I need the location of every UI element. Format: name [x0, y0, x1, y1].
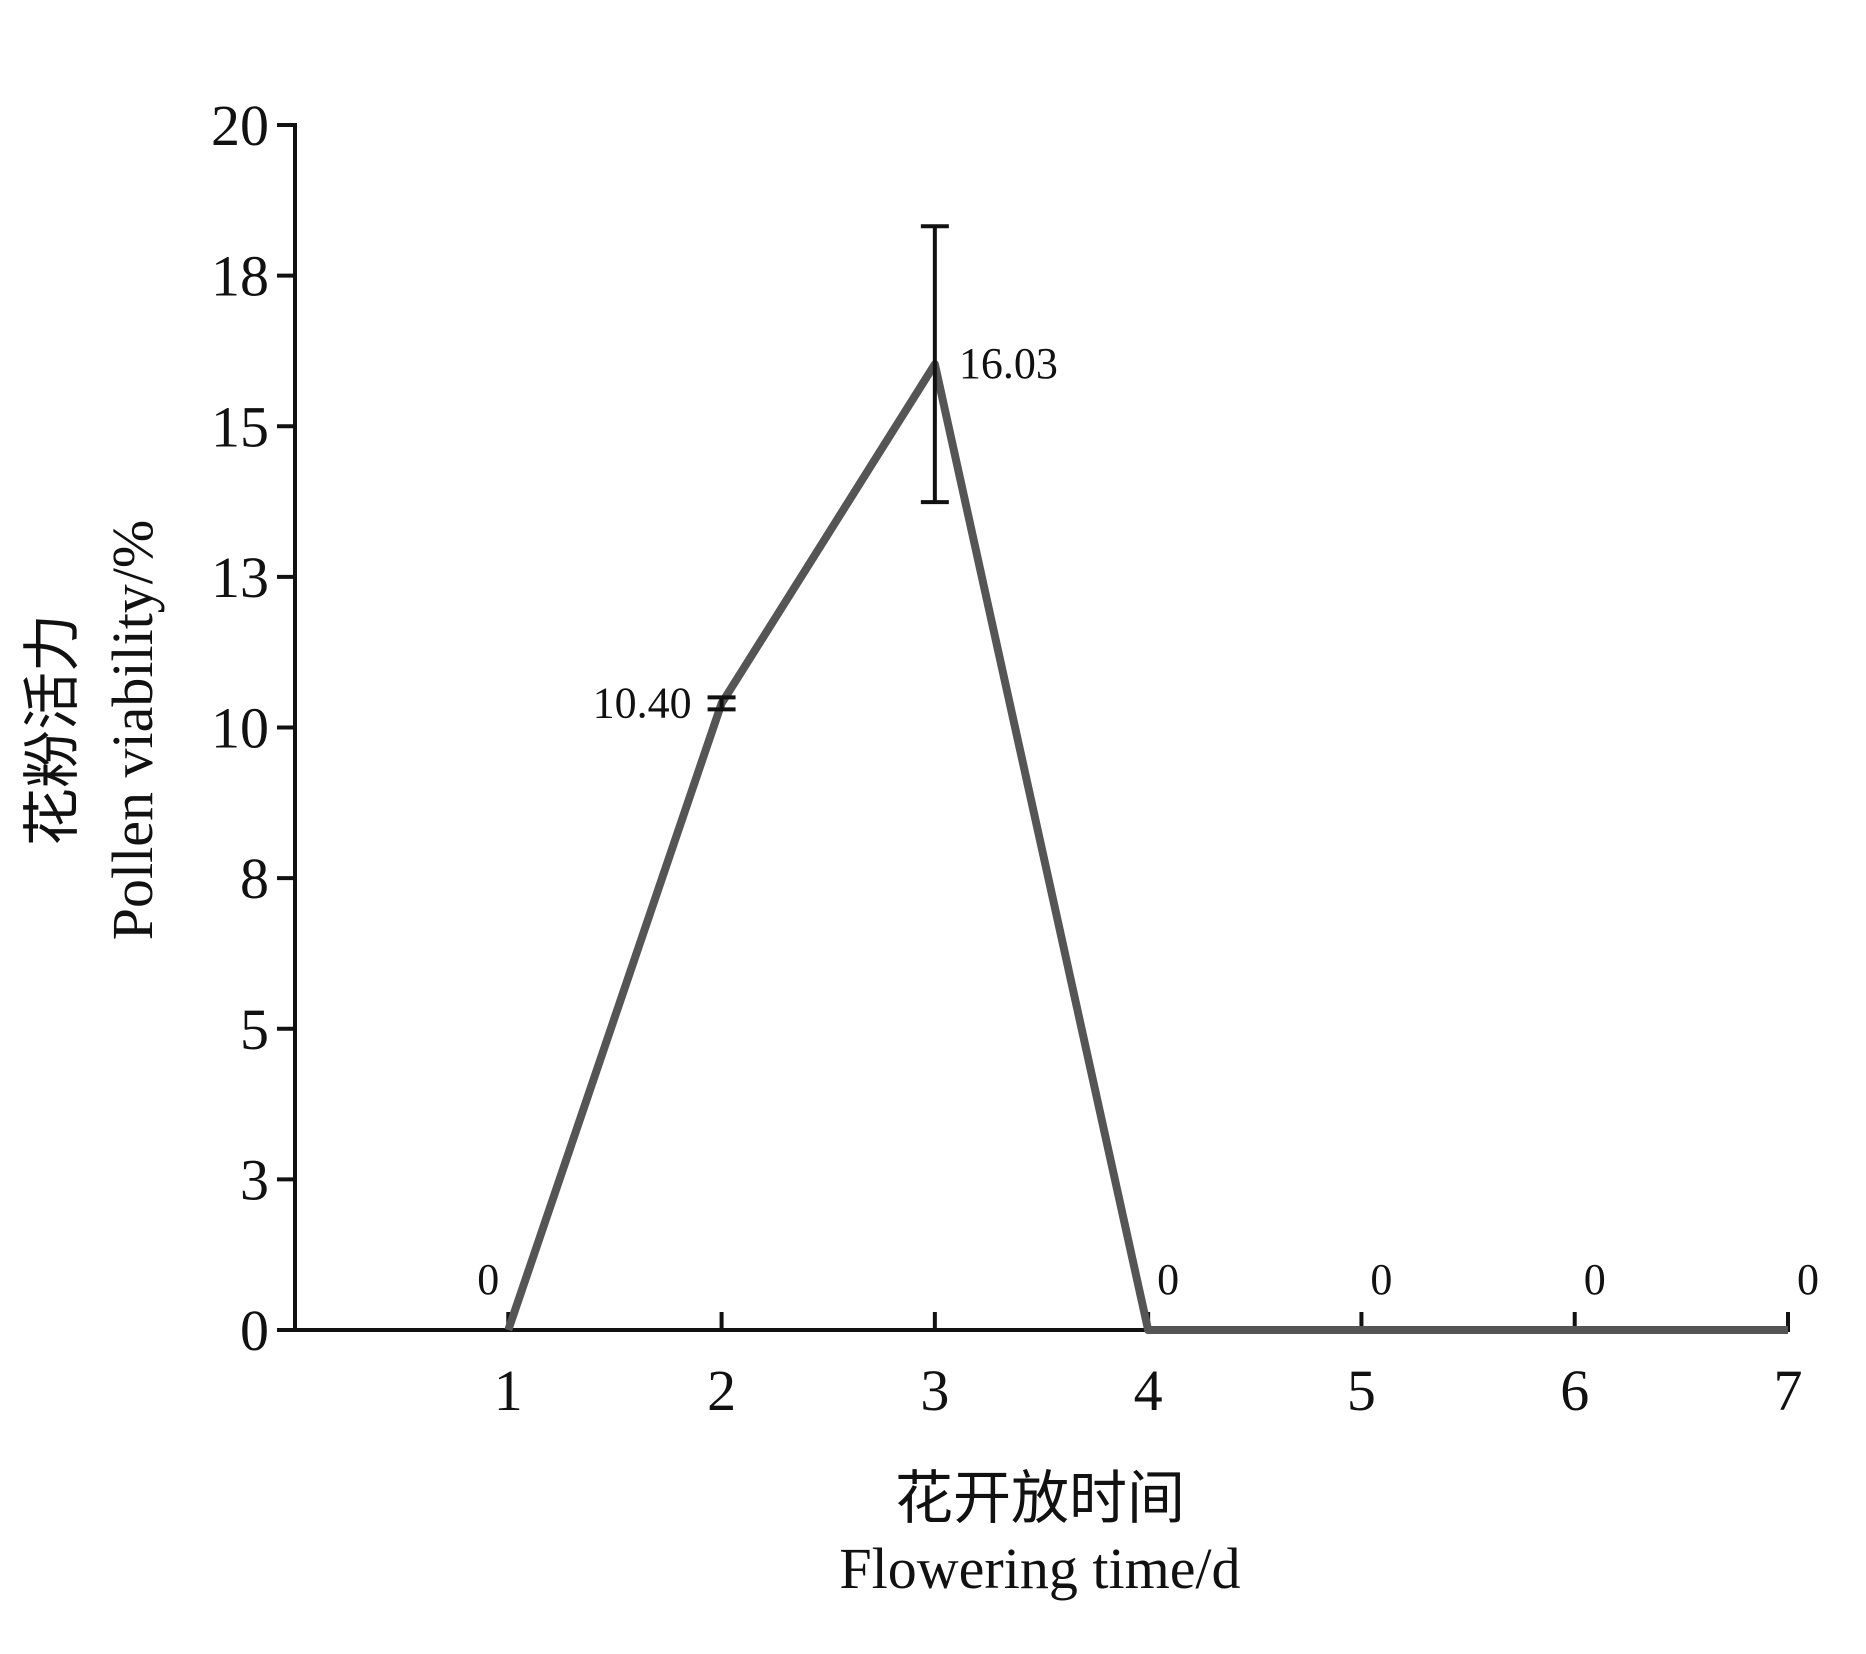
x-tick-label: 6	[1560, 1358, 1589, 1423]
error-bar	[920, 224, 949, 505]
y-tick-label: 20	[211, 93, 269, 158]
line	[504, 360, 1788, 1334]
x-axis-title-cn: 花开放时间	[895, 1466, 1185, 1531]
y-tick-label: 5	[240, 997, 269, 1062]
x-tick-label: 4	[1134, 1358, 1163, 1423]
data-label: 16.03	[959, 339, 1058, 388]
y-axis-title: 花粉活力 Pollen viability/%	[20, 520, 165, 940]
y-tick-label: 18	[211, 244, 269, 309]
x-tick-label: 2	[707, 1358, 736, 1423]
y-tick-label: 15	[211, 394, 269, 459]
data-label: 10.40	[593, 678, 692, 727]
data-label: 0	[1370, 1255, 1392, 1304]
data-label: 0	[1797, 1255, 1819, 1304]
data-label: 0	[1584, 1255, 1606, 1304]
y-axis-title-cn: 花粉活力	[20, 614, 85, 846]
y-tick-label: 3	[240, 1147, 269, 1212]
data-label: 0	[1157, 1255, 1179, 1304]
data-label: 0	[477, 1255, 499, 1304]
x-tick-label: 1	[494, 1358, 523, 1423]
y-tick-label: 10	[211, 696, 269, 761]
x-tick-label: 5	[1347, 1358, 1376, 1423]
x-tick-label: 3	[920, 1358, 949, 1423]
x-tick-label: 7	[1774, 1358, 1803, 1423]
y-axis-title-en: Pollen viability/%	[100, 520, 165, 940]
y-tick-label: 13	[211, 545, 269, 610]
error-bar	[707, 695, 736, 712]
y-tick-label: 8	[240, 846, 269, 911]
x-axis-title-en: Flowering time/d	[839, 1536, 1240, 1601]
y-tick-label: 0	[240, 1298, 269, 1363]
